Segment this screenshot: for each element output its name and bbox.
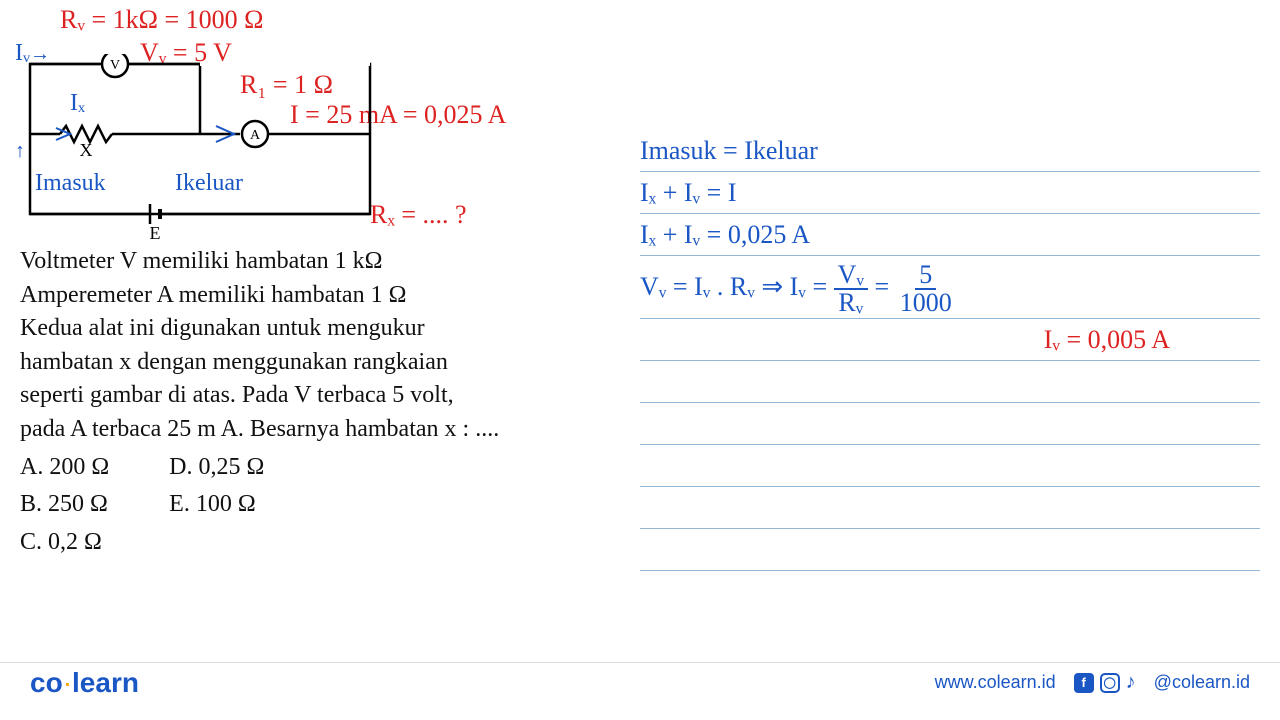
problem-line: pada A terbaca 25 m A. Besarnya hambatan… — [20, 413, 600, 447]
footer-handle: @colearn.id — [1154, 672, 1250, 693]
problem-line: Kedua alat ini digunakan untuk mengukur — [20, 312, 600, 346]
ammeter-label: A — [250, 128, 261, 143]
work-blank-2 — [640, 403, 1260, 445]
fraction-vv-rv: Vᵥ Rᵥ — [834, 262, 868, 316]
option-b: B. 250 Ω — [20, 488, 109, 522]
problem-text: Voltmeter V memiliki hambatan 1 kΩ Amper… — [20, 245, 600, 559]
right-column-work: Imasuk = Ikeluar Iₓ + Iᵥ = I Iₓ + Iᵥ = 0… — [640, 130, 1260, 571]
options-col-1: A. 200 Ω B. 250 Ω C. 0,2 Ω — [20, 451, 109, 560]
circuit-svg: V A X E — [20, 54, 380, 254]
work-blank-1 — [640, 361, 1260, 403]
problem-line: hambatan x dengan menggunakan rangkaian — [20, 346, 600, 380]
social-icons: f ◯ ♪ — [1074, 671, 1136, 694]
problem-line: Amperemeter A memiliki hambatan 1 Ω — [20, 279, 600, 313]
logo: co·learn — [30, 667, 139, 699]
fraction-5-1000: 5 1000 — [896, 262, 956, 316]
tiktok-icon: ♪ — [1126, 671, 1136, 694]
footer: co·learn www.colearn.id f ◯ ♪ @colearn.i… — [0, 662, 1280, 702]
option-e: E. 100 Ω — [169, 488, 264, 522]
resistor-x-label: X — [80, 140, 93, 160]
problem-line: Voltmeter V memiliki hambatan 1 kΩ — [20, 245, 600, 279]
work-blank-3 — [640, 445, 1260, 487]
work-blank-4 — [640, 487, 1260, 529]
circuit-diagram: V A X E — [20, 54, 380, 234]
work-line-2: Iₓ + Iᵥ = I — [640, 172, 1260, 214]
work-line-1: Imasuk = Ikeluar — [640, 130, 1260, 172]
facebook-icon: f — [1074, 673, 1094, 693]
source-e-label: E — [150, 223, 161, 243]
footer-url: www.colearn.id — [935, 672, 1056, 693]
work-line-3: Iₓ + Iᵥ = 0,025 A — [640, 214, 1260, 256]
option-d: D. 0,25 Ω — [169, 451, 264, 485]
annot-rx: Rₓ = .... ? — [370, 200, 467, 230]
instagram-icon: ◯ — [1100, 673, 1120, 693]
annot-rv: Rᵥ = 1kΩ = 1000 Ω — [60, 5, 263, 35]
voltmeter-label: V — [110, 58, 120, 73]
work-blank-5 — [640, 529, 1260, 571]
options-col-2: D. 0,25 Ω E. 100 Ω — [169, 451, 264, 560]
option-c: C. 0,2 Ω — [20, 526, 109, 560]
work-line-5: Iᵥ = 0,005 A — [640, 319, 1260, 361]
footer-right: www.colearn.id f ◯ ♪ @colearn.id — [935, 671, 1250, 694]
option-a: A. 200 Ω — [20, 451, 109, 485]
work-line-4: Vᵥ = Iᵥ . Rᵥ ⇒ Iᵥ = Vᵥ Rᵥ = 5 1000 — [640, 256, 1260, 319]
problem-line: seperti gambar di atas. Pada V terbaca 5… — [20, 379, 600, 413]
